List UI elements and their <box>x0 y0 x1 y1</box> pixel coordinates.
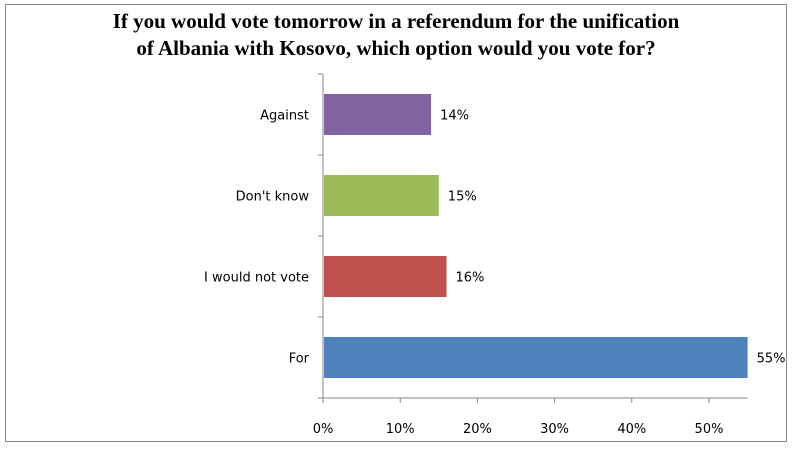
bar <box>324 175 439 216</box>
bar <box>324 256 447 297</box>
category-label: For <box>289 352 310 367</box>
data-label: 15% <box>448 190 477 205</box>
data-label: 55% <box>757 352 786 367</box>
data-label: 16% <box>456 271 485 286</box>
x-tick-label: 10% <box>386 422 415 437</box>
x-tick-label: 30% <box>540 422 569 437</box>
chart-title-line-2: of Albania with Kosovo, which option wou… <box>136 36 656 60</box>
category-label: Against <box>260 109 309 124</box>
chart-title-line-1: If you would vote tomorrow in a referend… <box>112 9 680 33</box>
category-label: Don't know <box>236 190 310 205</box>
x-tick-label: 50% <box>695 422 724 437</box>
category-label: I would not vote <box>204 271 309 286</box>
bar <box>324 337 748 378</box>
x-tick-label: 20% <box>463 422 492 437</box>
bar <box>324 94 432 135</box>
chart-title: If you would vote tomorrow in a referend… <box>5 8 787 62</box>
data-label: 14% <box>440 109 469 124</box>
x-tick-label: 0% <box>313 422 334 437</box>
x-tick-label: 40% <box>617 422 646 437</box>
